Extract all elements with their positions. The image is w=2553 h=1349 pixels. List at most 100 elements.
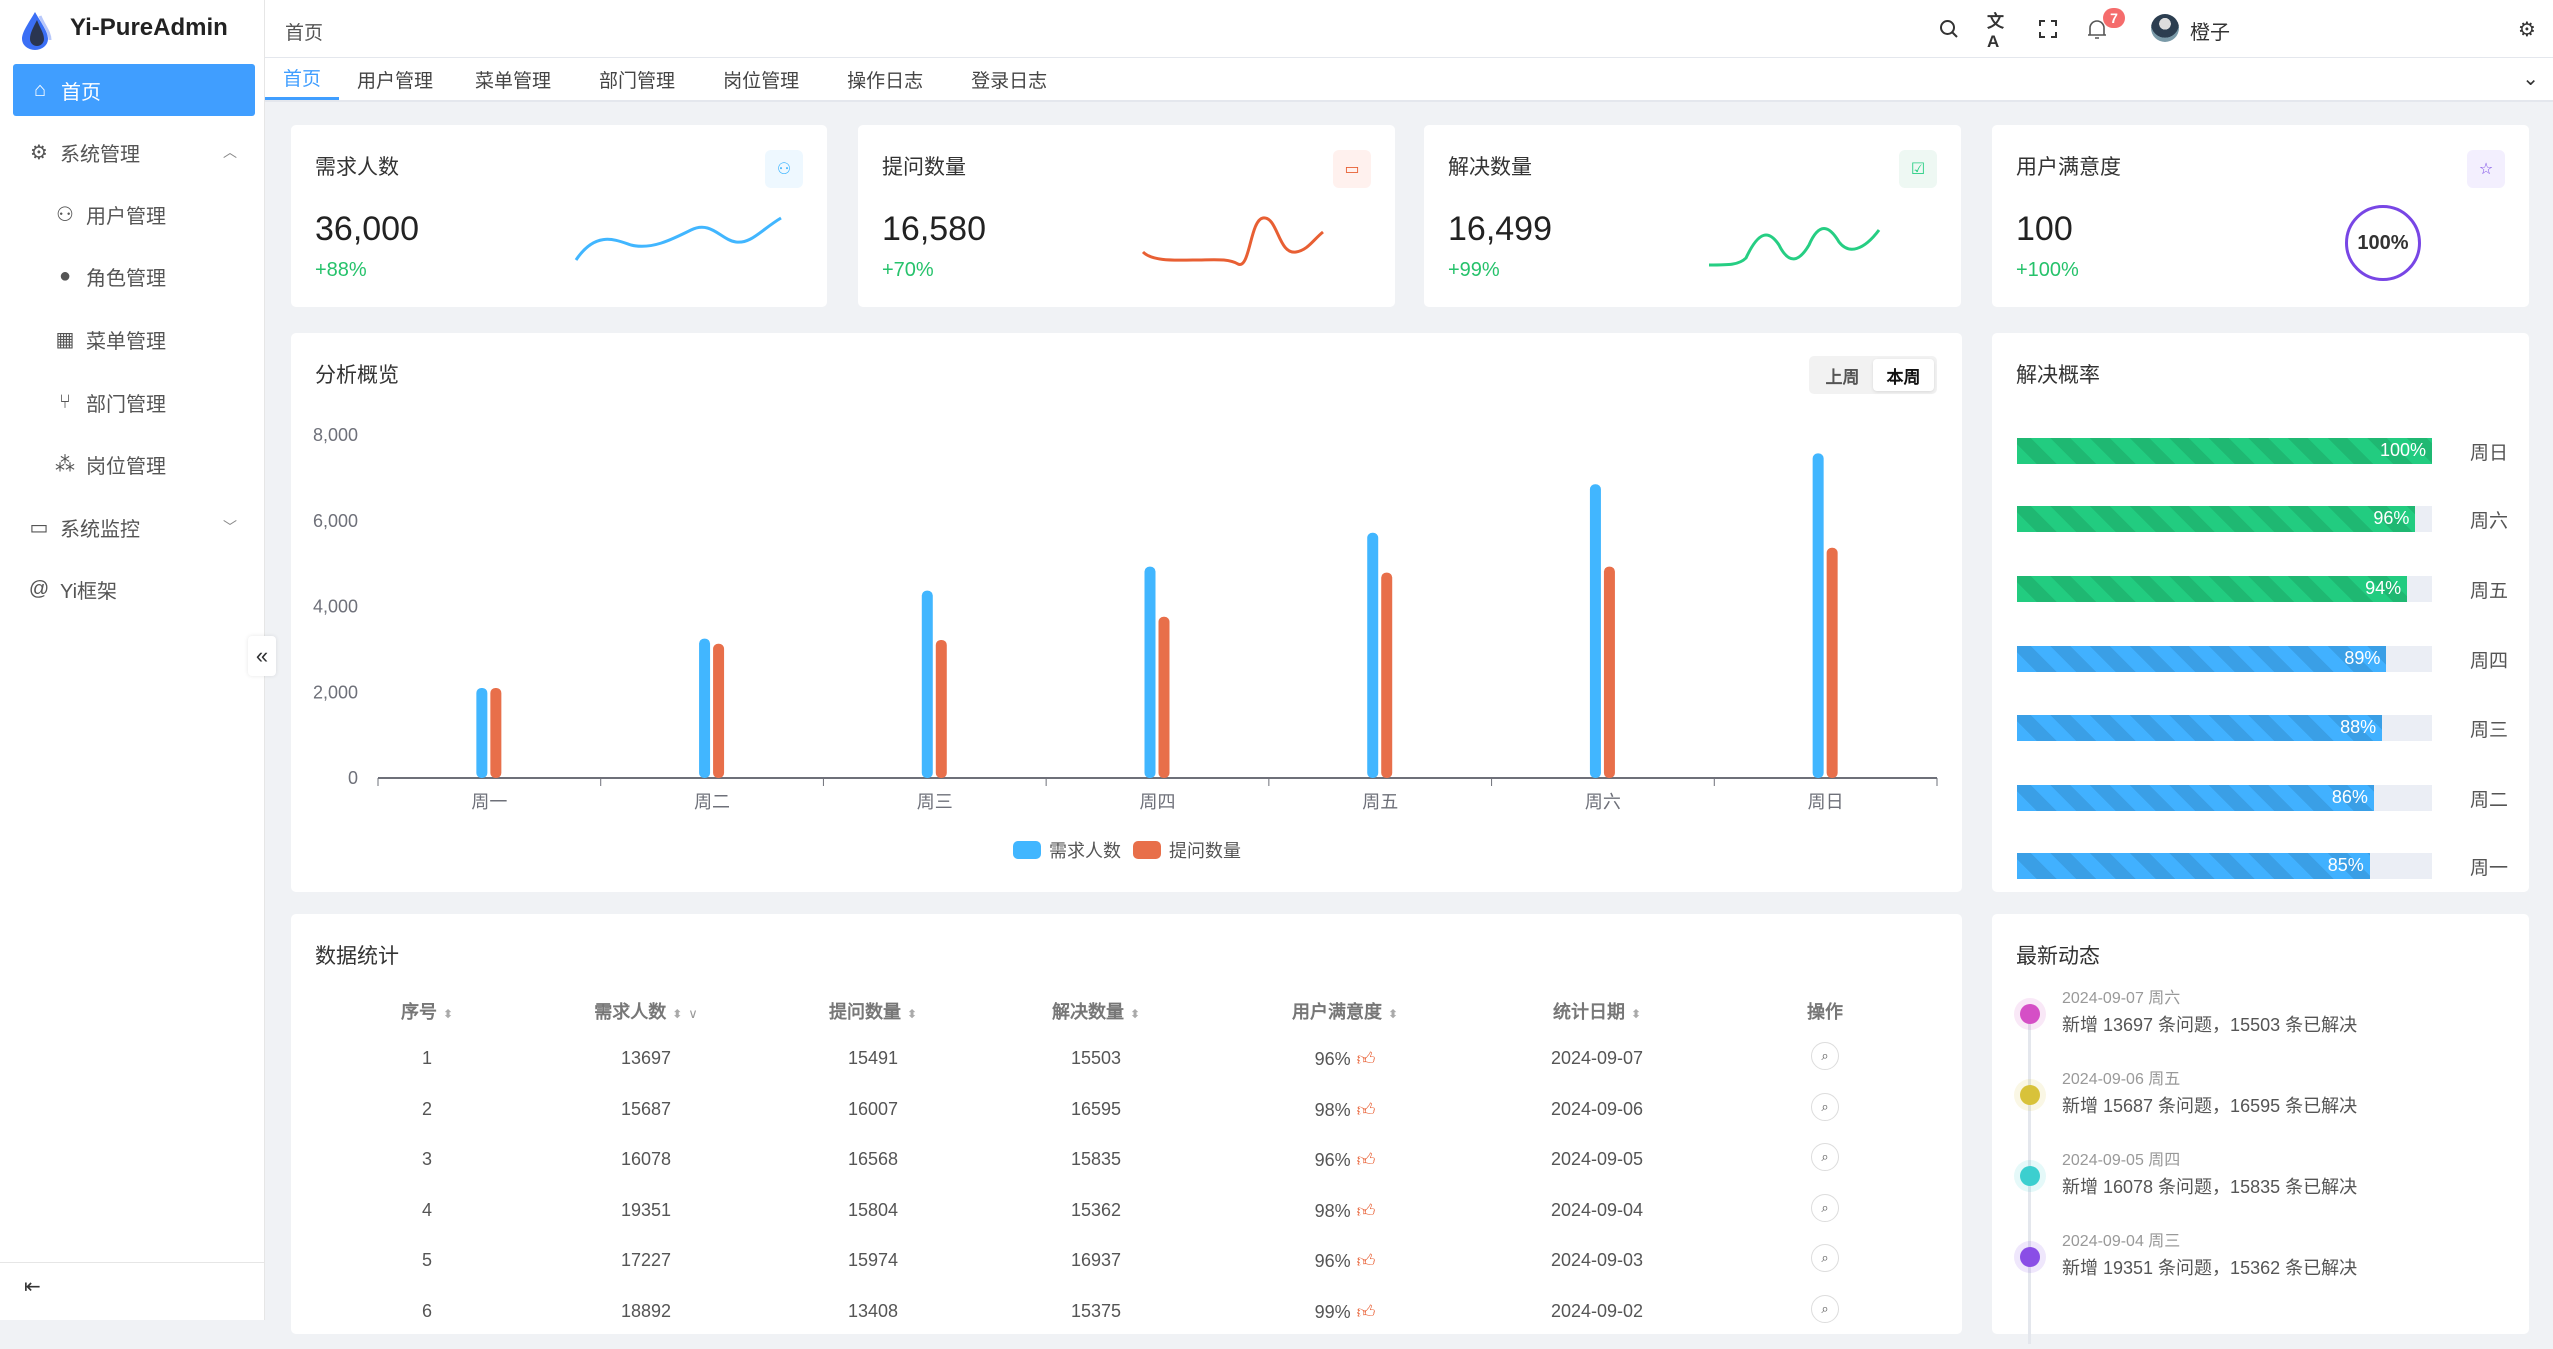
translate-icon[interactable]: 文A xyxy=(1987,11,2004,51)
sidebar-item-label: 系统监控 xyxy=(60,518,140,541)
this-week-button[interactable]: 本周 xyxy=(1873,359,1934,391)
legend-swatch[interactable] xyxy=(1013,841,1041,859)
progress-track: 96% xyxy=(2017,506,2432,532)
username[interactable]: 橙子 xyxy=(2190,22,2230,44)
fullscreen-icon[interactable] xyxy=(2036,17,2060,41)
column-header[interactable]: 统计日期 ⬍ xyxy=(1553,998,1641,1024)
collapse-sidebar-button[interactable]: « xyxy=(248,636,276,676)
bar-questions[interactable] xyxy=(713,643,725,778)
legend-swatch[interactable] xyxy=(1133,841,1161,859)
sparkline-solved xyxy=(1708,227,1881,267)
filter-chevron-icon[interactable]: ∨ xyxy=(688,1006,698,1021)
sidebar-item-yi-framework[interactable]: @ Yi框架 xyxy=(0,563,265,615)
column-header[interactable]: 序号 ⬍ xyxy=(401,998,453,1024)
table-cell: 16007 xyxy=(848,1099,898,1120)
column-header[interactable]: 用户满意度 ⬍ xyxy=(1292,998,1398,1024)
tab-posts[interactable]: 岗位管理 xyxy=(723,70,800,92)
progress-label: 94% xyxy=(2365,578,2402,598)
settings-gear-icon[interactable]: ⚙ xyxy=(2518,18,2536,41)
tab-menus[interactable]: 菜单管理 xyxy=(475,70,552,92)
sidebar-item-depts[interactable]: ⑂ 部门管理 xyxy=(0,376,265,428)
table-cell: 5 xyxy=(422,1250,432,1271)
table-row: 5 17227 15974 16937 96% 👍︎ 2024-09-03 ⌕ xyxy=(291,1244,1962,1298)
tab-operation-log[interactable]: 操作日志 xyxy=(847,70,924,92)
week-toggle: 上周 本周 xyxy=(1809,356,1937,394)
bar-demand[interactable] xyxy=(1812,453,1824,778)
sidebar-item-users[interactable]: ⚇ 用户管理 xyxy=(0,188,265,240)
bar-demand[interactable] xyxy=(1367,532,1379,778)
bar-demand[interactable] xyxy=(921,590,933,778)
table-cell: 16937 xyxy=(1071,1250,1121,1271)
view-detail-button[interactable]: ⌕ xyxy=(1811,1092,1839,1121)
tab-depts[interactable]: 部门管理 xyxy=(599,70,676,92)
sidebar-item-system[interactable]: ⚙ 系统管理 ︿ xyxy=(0,126,265,178)
column-header[interactable]: 提问数量 ⬍ xyxy=(829,998,917,1024)
column-header[interactable]: 操作 xyxy=(1807,998,1843,1024)
column-header[interactable]: 解决数量 ⬍ xyxy=(1052,998,1140,1024)
table-cell: 2024-09-02 xyxy=(1551,1301,1643,1322)
view-detail-button[interactable]: ⌕ xyxy=(1811,1294,1839,1323)
sort-icon[interactable]: ⬍ xyxy=(442,1007,454,1021)
tabs-dropdown-chevron-icon[interactable]: ⌄ xyxy=(2522,68,2539,90)
sidebar-item-home[interactable]: ⌂ 首页 xyxy=(13,64,255,116)
view-detail-button[interactable]: ⌕ xyxy=(1811,1143,1839,1171)
table-cell: 13697 xyxy=(621,1048,671,1069)
sort-icon[interactable]: ⬍ xyxy=(672,1007,683,1021)
legend-label[interactable]: 需求人数 xyxy=(1049,841,1121,861)
view-detail-button[interactable]: ⌕ xyxy=(1811,1193,1839,1222)
tab-home[interactable]: 首页 xyxy=(265,58,340,100)
cell-text: 16937 xyxy=(1070,1250,1122,1270)
sidebar-item-roles[interactable]: ● 角色管理 xyxy=(0,250,265,302)
bar-questions[interactable] xyxy=(1381,572,1393,778)
stat-title: 解决数量 xyxy=(1448,156,1532,179)
stat-change: +99% xyxy=(1448,259,1500,281)
stat-change: +88% xyxy=(315,259,367,281)
bar-demand[interactable] xyxy=(1589,484,1601,778)
view-detail-button[interactable]: ⌕ xyxy=(1811,1244,1839,1272)
progress-track: 88% xyxy=(2017,715,2432,741)
avatar[interactable] xyxy=(2151,14,2179,42)
bar-questions[interactable] xyxy=(1603,566,1615,778)
day-label: 周五 xyxy=(2470,581,2509,602)
progress-track: 94% xyxy=(2017,576,2432,602)
bar-questions[interactable] xyxy=(935,639,947,778)
column-header-label: 需求人数 xyxy=(594,1002,667,1022)
users-icon: ⚇ xyxy=(765,150,803,188)
bar-questions[interactable] xyxy=(1158,616,1170,778)
view-detail-button[interactable]: ⌕ xyxy=(1811,1042,1839,1070)
table-cell: 15804 xyxy=(848,1200,898,1221)
table-cell: 15974 xyxy=(848,1250,898,1271)
tab-users[interactable]: 用户管理 xyxy=(357,70,434,92)
bar-demand[interactable] xyxy=(1144,566,1156,778)
sort-icon[interactable]: ⬍ xyxy=(906,1007,918,1021)
bar-demand[interactable] xyxy=(476,687,488,778)
bar-demand[interactable] xyxy=(699,638,711,778)
search-icon[interactable] xyxy=(1937,17,1961,41)
table-cell: 2024-09-03 xyxy=(1551,1250,1643,1271)
x-tick-label: 周三 xyxy=(917,792,953,812)
sidebar-item-monitor[interactable]: ▭ 系统监控 ﹀ xyxy=(0,501,265,553)
sort-icon[interactable]: ⬍ xyxy=(1129,1007,1141,1021)
bar-questions[interactable] xyxy=(490,687,502,778)
tab-login-log[interactable]: 登录日志 xyxy=(971,70,1048,92)
legend-label[interactable]: 提问数量 xyxy=(1169,841,1241,861)
sidebar-item-posts[interactable]: ⁂ 岗位管理 xyxy=(0,438,265,490)
cell-text: 96% xyxy=(1314,1049,1351,1069)
bar-questions[interactable] xyxy=(1826,547,1838,778)
progress-label: 96% xyxy=(2373,508,2410,528)
sort-icon[interactable]: ⬍ xyxy=(1630,1007,1642,1021)
timeline-date: 2024-09-04 周三 xyxy=(2062,1233,2181,1250)
bell-icon[interactable] xyxy=(2085,17,2109,41)
sidebar-item-label: 岗位管理 xyxy=(86,455,166,478)
last-week-button[interactable]: 上周 xyxy=(1825,367,1860,387)
sort-icon[interactable]: ⬍ xyxy=(1387,1007,1399,1021)
timeline-text: 新增 16078 条问题，15835 条已解决 xyxy=(2062,1177,2358,1197)
sidebar-item-menus[interactable]: ▦ 菜单管理 xyxy=(0,313,265,365)
cell-text: 17227 xyxy=(620,1250,672,1270)
cell-text: 15362 xyxy=(1070,1199,1122,1220)
sidebar-toggle-icon[interactable]: ⇤ xyxy=(24,1276,41,1298)
breadcrumb[interactable]: 首页 xyxy=(285,23,324,44)
column-header[interactable]: 需求人数 ⬍ ∨ xyxy=(594,998,698,1024)
progress-bar: 96% xyxy=(2017,506,2416,532)
table-cell: 15503 xyxy=(1071,1048,1121,1069)
